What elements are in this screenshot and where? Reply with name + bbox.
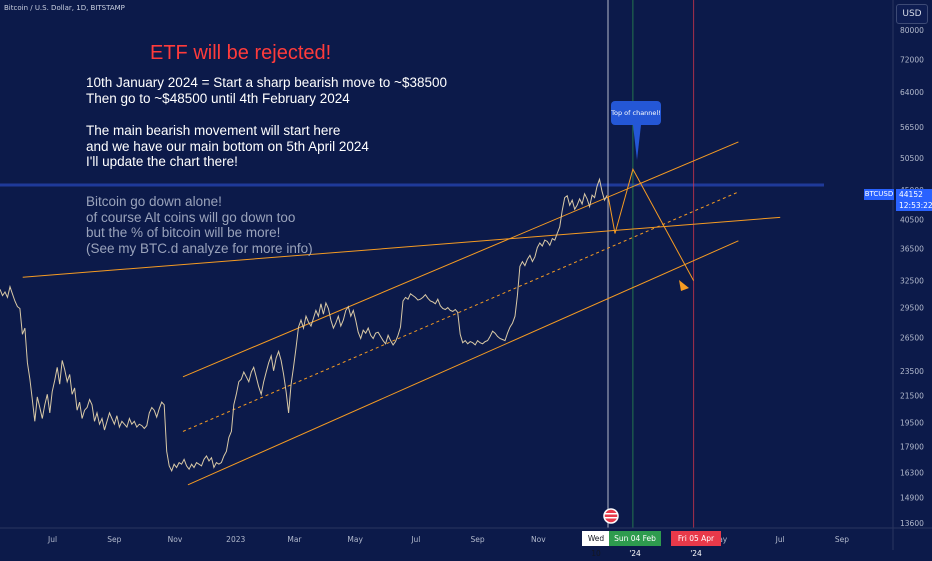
last-price-label: 44152	[899, 190, 923, 199]
annotation-line: 10th January 2024 = Start a sharp bearis…	[86, 75, 447, 90]
last-price-box: 44152 12:53:22	[896, 189, 932, 211]
us-flag-icon[interactable]	[603, 508, 619, 524]
date-tag-cursor: Wed 10	[582, 531, 610, 558]
channel-upper-line	[182, 141, 739, 378]
price-tick-label: 29500	[900, 304, 924, 313]
price-series-line	[0, 177, 608, 473]
cursor-lines	[607, 0, 695, 528]
price-tick-label: 16300	[900, 469, 924, 478]
price-tick-label: 23500	[900, 367, 924, 376]
price-tick-label: 13600	[900, 519, 924, 528]
annotation-line: and we have our main bottom on 5th April…	[86, 138, 369, 154]
annotation-block-3: Bitcoin go down alone! of course Alt coi…	[86, 194, 313, 256]
channel-lower-line	[187, 240, 739, 486]
time-tick-label: Sep	[835, 535, 849, 544]
projection-arrowhead	[679, 280, 689, 291]
currency-button[interactable]: USD	[896, 4, 928, 24]
price-tick-label: 40500	[900, 215, 924, 224]
annotation-line: I'll update the chart there!	[86, 154, 238, 169]
projection-path	[607, 167, 695, 281]
annotation-block-1: 10th January 2024 = Start a sharp bearis…	[86, 75, 447, 106]
symbol-title[interactable]: Bitcoin / U.S. Dollar, 1D, BITSTAMP	[4, 4, 125, 12]
time-tick-label: 2023	[226, 535, 245, 544]
annotation-line: Then go to ~$48500 until 4th February 20…	[86, 90, 350, 106]
annotation-line: Bitcoin go down alone!	[86, 194, 222, 209]
price-tick-label: 50500	[900, 154, 924, 163]
price-tick-label: 14900	[900, 494, 924, 503]
time-tick-label: Sep	[471, 535, 485, 544]
countdown-label: 12:53:22	[899, 201, 932, 210]
top-of-channel-callout[interactable]: Top of channel!	[611, 101, 661, 125]
price-tick-label: 36500	[900, 244, 924, 253]
callout-pointer	[633, 125, 641, 160]
time-tick-label: Nov	[168, 535, 183, 544]
annotation-line: but the % of bitcoin will be more!	[86, 225, 281, 240]
time-tick-label: Nov	[531, 535, 546, 544]
price-tick-label: 72000	[900, 55, 924, 64]
annotation-line: The main bearish movement will start her…	[86, 123, 341, 138]
time-tick-label: Jul	[775, 535, 785, 544]
price-tick-label: 19500	[900, 419, 924, 428]
time-tick-label: Sep	[107, 535, 121, 544]
time-tick-label: Mar	[287, 535, 302, 544]
time-tick-label: Jul	[47, 535, 57, 544]
date-tag-apr: Fri 05 Apr '24	[671, 531, 721, 558]
symbol-price-tag: BTCUSD	[864, 189, 894, 200]
annotation-block-2: The main bearish movement will start her…	[86, 123, 369, 170]
flag-stripe	[605, 513, 617, 515]
date-tag-feb: Sun 04 Feb '24	[609, 531, 661, 558]
annotation-line: of course Alt coins will go down too	[86, 209, 296, 225]
price-tick-label: 32500	[900, 277, 924, 286]
flag-stripe	[605, 517, 617, 519]
price-tick-label: 26500	[900, 333, 924, 342]
time-tick-label: May	[347, 535, 363, 544]
support-line	[22, 216, 781, 278]
annotation-line: (See my BTC.d analyze for more info)	[86, 240, 313, 256]
price-tick-label: 21500	[900, 392, 924, 401]
channel-lines	[22, 141, 781, 486]
annotation-title: ETF will be rejected!	[150, 42, 332, 64]
price-tick-label: 17900	[900, 443, 924, 452]
channel-mid-line	[182, 191, 739, 432]
price-tick-label: 64000	[900, 88, 924, 97]
price-tick-label: 80000	[900, 26, 924, 35]
price-tick-label: 56500	[900, 123, 924, 132]
time-tick-label: Jul	[410, 535, 420, 544]
